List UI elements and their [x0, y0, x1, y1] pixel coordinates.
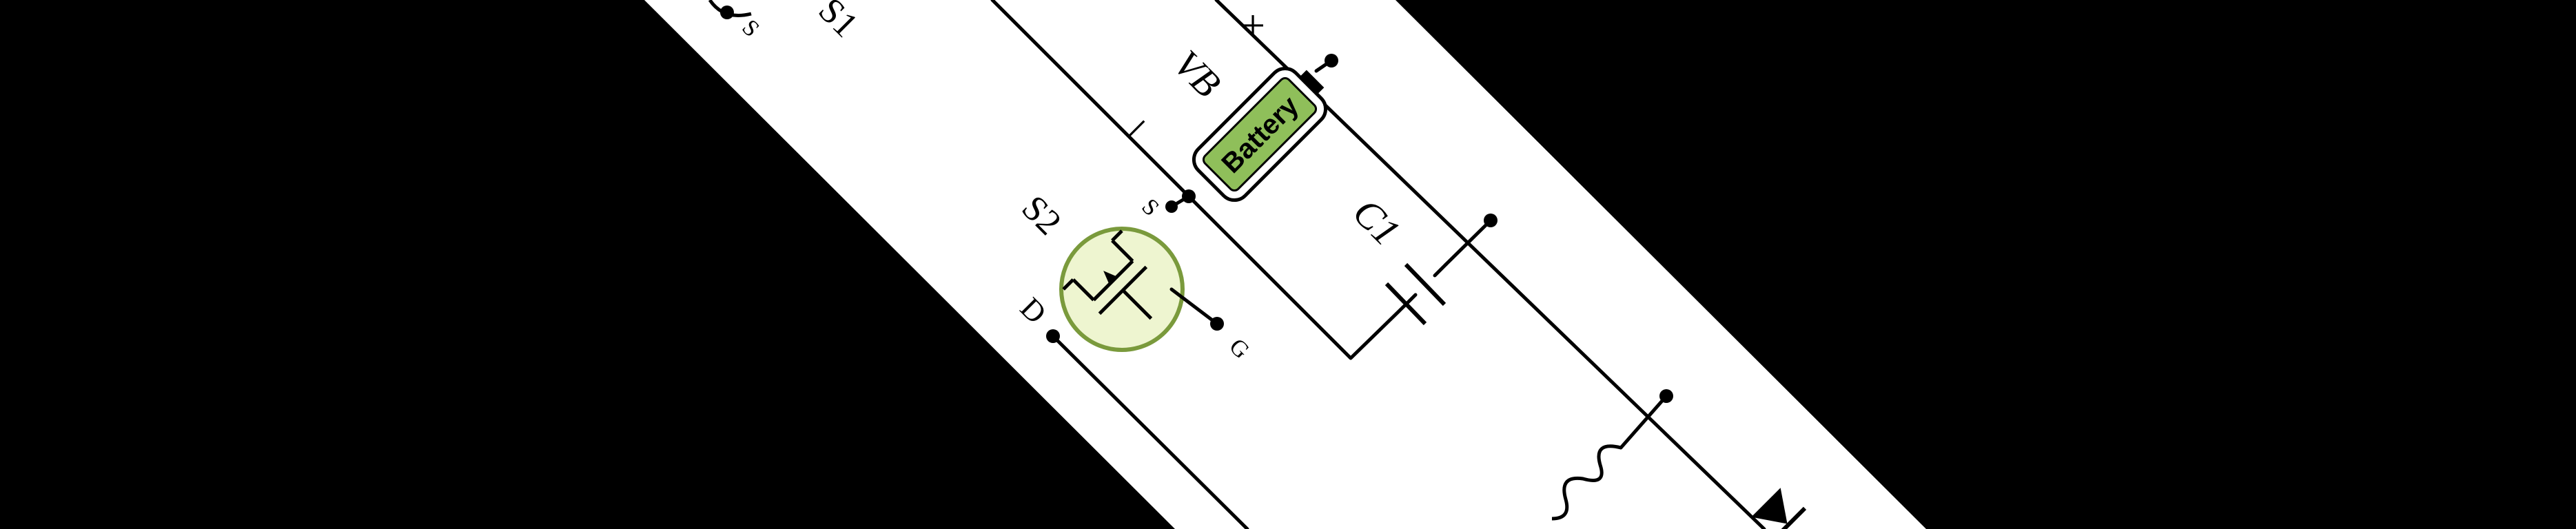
junction-dot — [1484, 214, 1497, 227]
capacitor-lead-right — [1433, 262, 1448, 278]
wire-left-rail — [990, 0, 1191, 198]
junctions — [720, 6, 1673, 403]
mosfet-s2-gate-lead — [1169, 287, 1219, 326]
diode-triangle — [1751, 488, 1788, 524]
diode-bar — [1770, 506, 1807, 529]
capacitor-lead-left — [1404, 293, 1418, 307]
junction-dot — [1659, 389, 1673, 403]
capacitor-plate-2 — [1404, 262, 1447, 307]
junction-dot — [1046, 329, 1060, 343]
junction-dot — [1325, 54, 1338, 68]
wire-drain-rail — [1051, 334, 1249, 529]
junction-dot — [1182, 189, 1196, 203]
inductor-coil — [1551, 444, 1622, 521]
switch-s1-body — [708, 0, 752, 17]
junction-dot — [1165, 200, 1178, 213]
battery-plus-sign: + — [1240, 1, 1265, 50]
mosfet-s2-symbol — [1062, 229, 1153, 320]
diode — [1751, 488, 1807, 529]
wire-inductor-top — [1619, 394, 1668, 450]
wire-cap-right — [1444, 218, 1493, 267]
wire-cap-loop — [1187, 194, 1408, 360]
inductor — [1551, 444, 1622, 521]
battery-terminal — [1299, 70, 1325, 95]
diagram-strip — [644, 0, 1926, 529]
battery-fill — [1202, 76, 1318, 192]
